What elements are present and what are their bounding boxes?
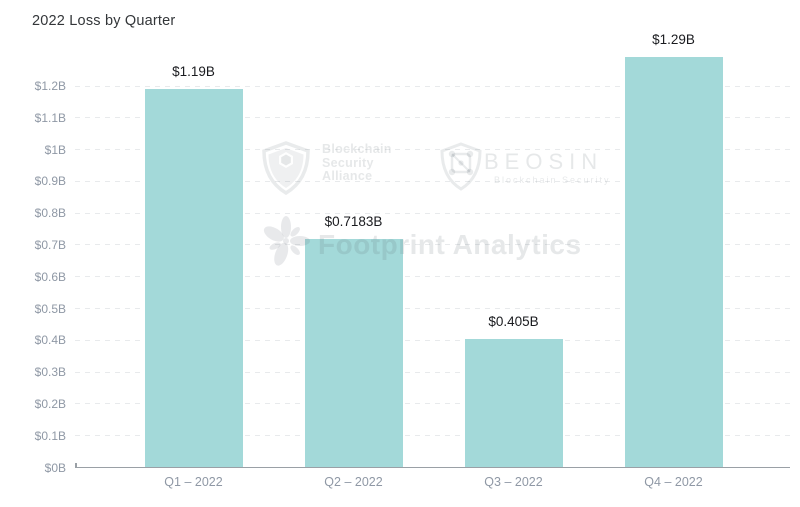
bar-value-label: $0.7183B <box>324 214 383 230</box>
x-axis-label: Q1 – 2022 <box>164 474 223 489</box>
chart-title: 2022 Loss by Quarter <box>32 13 176 29</box>
axis-origin-tick <box>75 462 77 468</box>
gridline-1B <box>75 149 790 151</box>
gridline-0.2B <box>75 403 790 405</box>
y-axis-label: $0.1B <box>34 428 66 443</box>
bar-value-label: $0.405B <box>488 313 539 329</box>
bar-1 <box>144 89 243 468</box>
y-axis-label: $1B <box>44 142 66 157</box>
gridline-1.2B <box>75 85 790 87</box>
y-axis-label: $0.2B <box>34 396 66 411</box>
bar-4 <box>624 57 723 468</box>
gridline-0.6B <box>75 276 790 278</box>
y-axis-label: $0.3B <box>34 365 66 380</box>
x-axis-label: Q3 – 2022 <box>484 474 543 489</box>
x-axis-label: Q4 – 2022 <box>644 474 703 489</box>
bar-2 <box>304 239 403 468</box>
gridline-1.1B <box>75 117 790 119</box>
y-axis-label: $0.9B <box>34 174 66 189</box>
gridline-0.5B <box>75 308 790 310</box>
y-axis-label: $1.1B <box>34 110 66 125</box>
gridline-0.4B <box>75 339 790 341</box>
gridline-0.9B <box>75 180 790 182</box>
y-axis-label: $0.7B <box>34 237 66 252</box>
gridline-0.3B <box>75 371 790 373</box>
y-axis-label: $0.8B <box>34 206 66 221</box>
bar-3 <box>464 338 563 468</box>
y-axis-label: $0B <box>44 460 66 475</box>
bar-value-label: $1.29B <box>652 32 695 48</box>
y-axis-label: $0.6B <box>34 269 66 284</box>
gridline-0.8B <box>75 212 790 214</box>
y-axis-label: $1.2B <box>34 79 66 94</box>
gridline-0.7B <box>75 244 790 246</box>
bar-value-label: $1.19B <box>172 64 215 80</box>
gridline-0.1B <box>75 435 790 437</box>
x-axis-line <box>75 466 790 469</box>
y-axis-label: $0.4B <box>34 333 66 348</box>
y-axis-label: $0.5B <box>34 301 66 316</box>
x-axis-label: Q2 – 2022 <box>324 474 383 489</box>
